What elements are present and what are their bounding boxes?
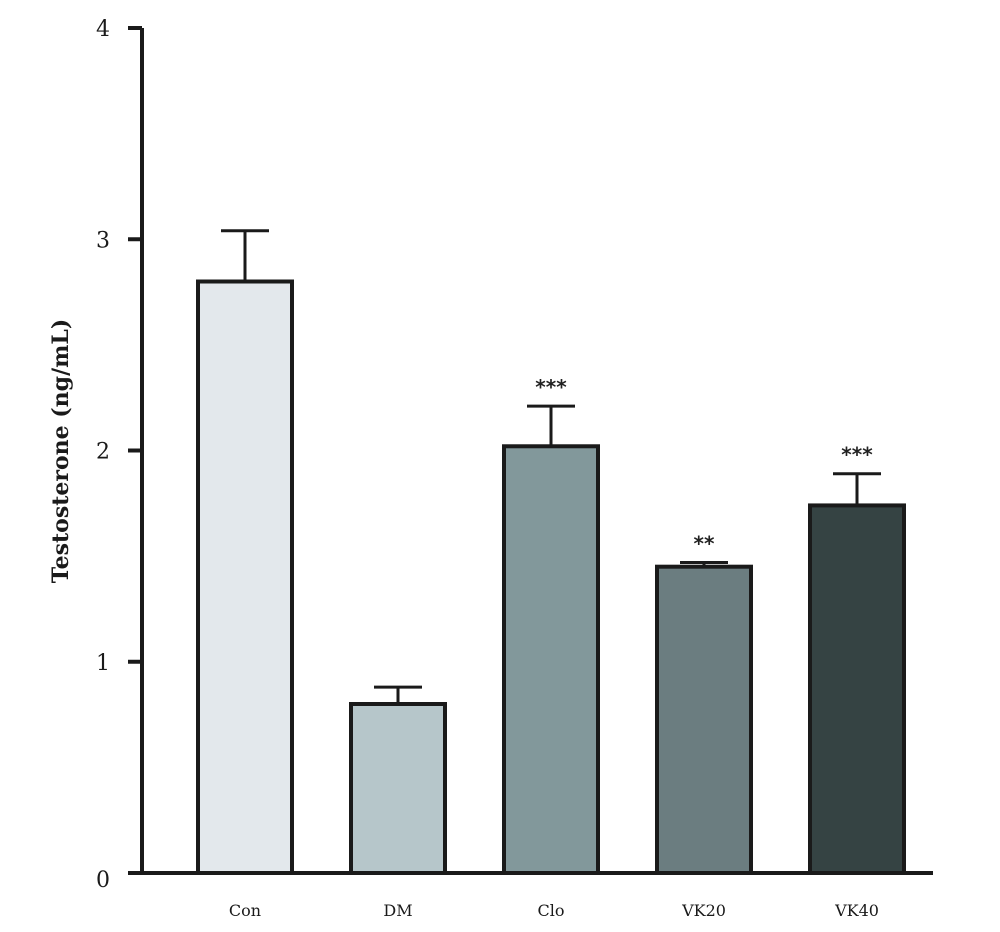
bar-vk20 [655, 564, 753, 875]
bar-dm [349, 702, 447, 875]
y-ticks-group: 0 1 2 3 4 [96, 17, 142, 893]
bar-clo [502, 444, 600, 875]
bar-con [196, 279, 294, 875]
significance-label-vk20: ** [694, 531, 715, 555]
y-tick-label-2: 2 [96, 440, 110, 465]
bars-group [196, 279, 906, 875]
y-tick-label-0: 0 [96, 868, 110, 893]
bar-vk40 [808, 503, 906, 875]
error-bars-group [221, 229, 881, 704]
x-tick-label-dm: DM [383, 901, 412, 920]
x-tick-label-con: Con [229, 901, 261, 920]
y-tick-label-1: 1 [96, 651, 110, 676]
significance-label-vk40: *** [841, 443, 873, 467]
x-labels-group: Con DM Clo VK20 VK40 [229, 901, 879, 920]
x-tick-label-clo: Clo [538, 901, 565, 920]
x-tick-label-vk40: VK40 [834, 901, 879, 920]
significance-labels-group: ******** [535, 375, 873, 555]
significance-label-clo: *** [535, 375, 567, 399]
y-tick-label-4: 4 [96, 17, 110, 42]
x-tick-label-vk20: VK20 [681, 901, 726, 920]
y-axis-title: Testosterone (ng/mL) [48, 319, 74, 584]
y-tick-label-3: 3 [96, 228, 110, 253]
